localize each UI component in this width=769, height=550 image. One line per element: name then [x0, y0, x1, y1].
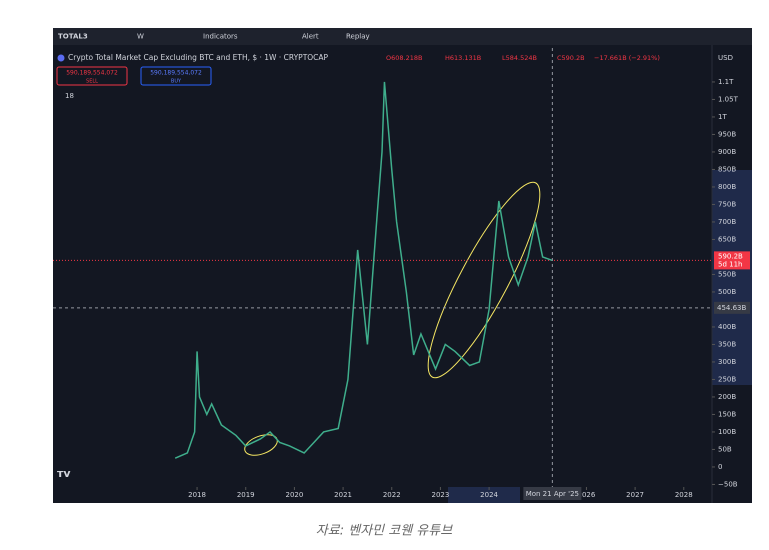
- alert-button[interactable]: Alert: [302, 33, 319, 41]
- interval[interactable]: W: [137, 33, 144, 41]
- y-tick-label: 400B: [718, 323, 736, 331]
- sell-price: 590,189,554,072: [66, 70, 118, 77]
- y-tick-label: 350B: [718, 340, 736, 348]
- y-tick-label: 550B: [718, 270, 736, 278]
- indicators-button[interactable]: Indicators: [203, 33, 238, 41]
- crosshair-box: [714, 301, 750, 314]
- ohlc-value: O608.218B: [386, 54, 422, 62]
- line-series: [174, 81, 553, 459]
- ohlc-value: L584.524B: [502, 54, 537, 62]
- sell-label: SELL: [86, 79, 98, 85]
- x-axis-highlight: [448, 487, 520, 503]
- caption: 자료: 벤자민 코웬 유튜브: [316, 524, 453, 539]
- y-tick-label: 100B: [718, 428, 736, 436]
- x-tick-label: 2023: [432, 491, 450, 499]
- x-tick-label: 2026: [578, 491, 596, 499]
- x-tick-label: 2018: [188, 491, 206, 499]
- symbol[interactable]: TOTAL3: [58, 33, 88, 41]
- y-tick-label: 700B: [718, 218, 736, 226]
- ohlc-value: −17.661B (−2.91%): [594, 54, 660, 62]
- symbol-icon: [57, 54, 65, 62]
- crosshair-label: 454.63B: [717, 304, 746, 312]
- y-tick-label: 250B: [718, 375, 736, 383]
- crosshair-date-box: [523, 487, 582, 500]
- y-tick-label: 200B: [718, 393, 736, 401]
- ohlc: O608.218B H613.131B L584.524B C590.2B −17.66…: [386, 54, 660, 62]
- y-tick-label: 500B: [718, 288, 736, 296]
- ohlc-value: H613.131B: [445, 54, 481, 62]
- x-tick-label: 2019: [237, 491, 255, 499]
- y-tick-label: 150B: [718, 410, 736, 418]
- last-price-label: 590.2B: [718, 252, 743, 260]
- ohlc-value: C590.2B: [557, 54, 585, 62]
- x-tick-label: 2021: [334, 491, 352, 499]
- crosshair-date: Mon 21 Apr '25: [526, 490, 579, 498]
- y-tick-label: 300B: [718, 358, 736, 366]
- y-tick-label: 800B: [718, 183, 736, 191]
- buy-price: 590,189,554,072: [150, 70, 202, 77]
- y-tick-label: 0: [718, 463, 722, 471]
- y-tick-label: −50B: [718, 480, 738, 488]
- y-tick-label: 1.05T: [718, 95, 739, 103]
- axis-highlight: [712, 170, 752, 385]
- y-tick-label: 1.1T: [718, 78, 734, 86]
- chart-title: Crypto Total Market Cap Excluding BTC an…: [68, 53, 329, 62]
- logo: ᴛᴠ: [57, 467, 71, 480]
- quantity[interactable]: 18: [65, 92, 74, 100]
- y-tick-label: 950B: [718, 130, 736, 138]
- toolbar: [53, 28, 752, 45]
- x-tick-label: 2020: [285, 491, 303, 499]
- y-tick-label: 850B: [718, 165, 736, 173]
- replay-button[interactable]: Replay: [346, 33, 370, 41]
- last-price-box: [714, 251, 750, 270]
- y-tick-label: 650B: [718, 235, 736, 243]
- annotation-ellipse: [427, 181, 541, 379]
- y-tick-label: 1T: [718, 113, 727, 121]
- x-tick-label: 2024: [480, 491, 498, 499]
- x-tick-label: 2022: [383, 491, 401, 499]
- y-tick-label: 50B: [718, 445, 732, 453]
- y-tick-label: 900B: [718, 148, 736, 156]
- sell-button[interactable]: [56, 66, 128, 86]
- currency[interactable]: USD: [718, 54, 733, 62]
- x-tick-label: 2028: [675, 491, 693, 499]
- countdown-label: 5d 11h: [718, 260, 742, 268]
- y-tick-label: 750B: [718, 200, 736, 208]
- buy-button[interactable]: [140, 66, 212, 86]
- buy-label: BUY: [171, 79, 182, 85]
- x-tick-label: 2027: [626, 491, 644, 499]
